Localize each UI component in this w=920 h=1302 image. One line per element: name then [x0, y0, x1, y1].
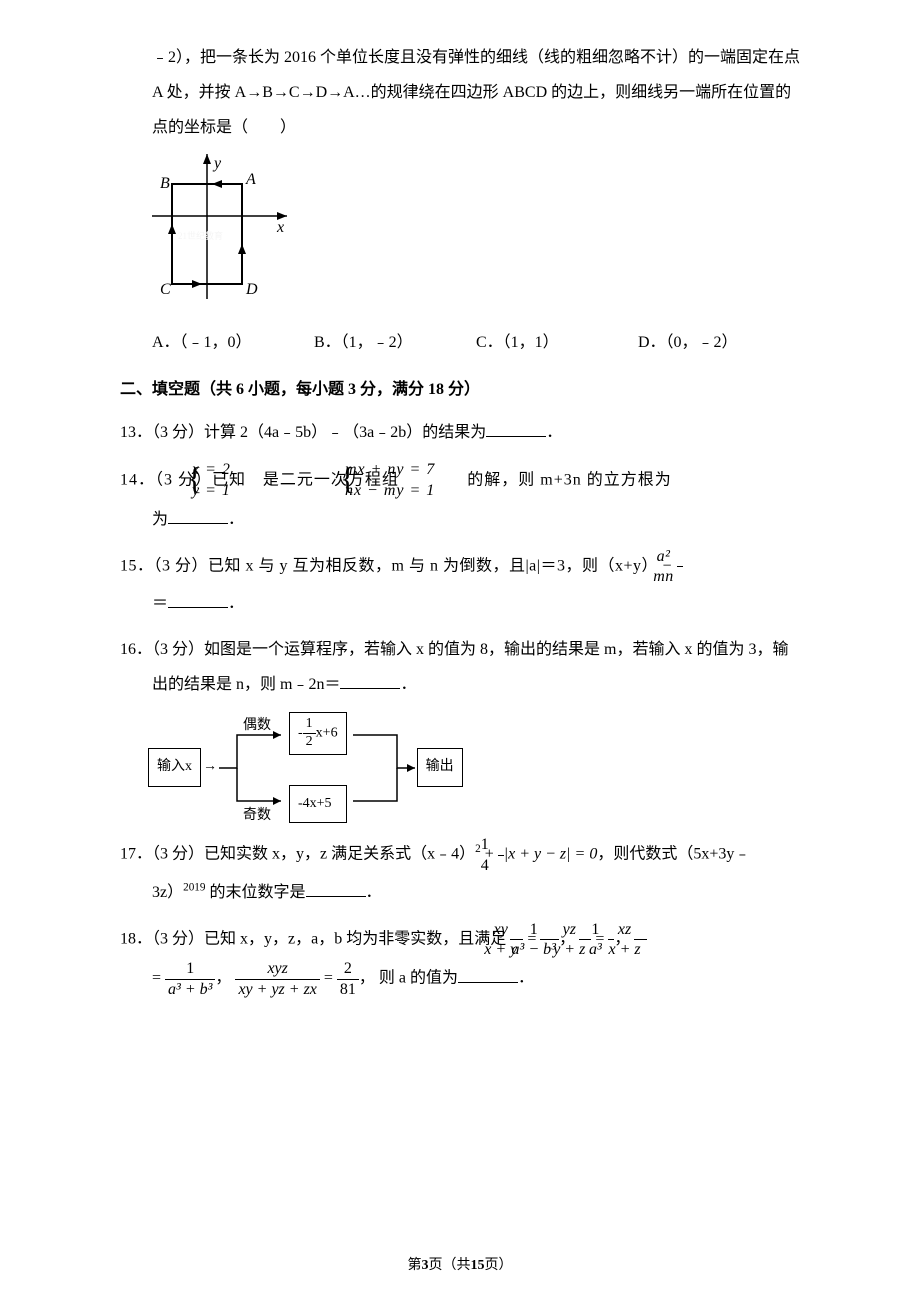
program-diagram: 输入x → 偶数 奇数 -12x+6 -4x+5 输出 — [148, 712, 800, 823]
blank — [306, 881, 366, 897]
branch1-box: -12x+6 — [289, 712, 347, 755]
q15-frac: a² mn — [677, 547, 683, 586]
svg-text:y: y — [212, 155, 222, 172]
f7: xyzxy + yz + zx — [235, 959, 319, 998]
output-box: 输出 — [417, 748, 463, 787]
blank — [458, 967, 518, 983]
q17-tail2-pre: 3z） — [152, 884, 183, 901]
f5: xzx + z — [634, 920, 646, 959]
choice-a: A．（﹣1，0） — [152, 325, 314, 360]
choice-c: C．（1，1） — [476, 325, 638, 360]
problem-18: 18．（3 分）已知 x，y，z，a，b 均为非零实数，且满足 xyx + y … — [120, 920, 800, 999]
svg-text:C: C — [160, 281, 171, 298]
problem-17: 17．（3 分）已知实数 x，y，z 满足关系式（x﹣4）2 + 14|x + … — [120, 835, 800, 910]
q12-choices: A．（﹣1，0） B．（1，﹣2） C．（1，1） D．（0，﹣2） — [120, 325, 800, 360]
choice-d: D．（0，﹣2） — [638, 325, 800, 360]
choice-b: B．（1，﹣2） — [314, 325, 476, 360]
problem-12-continued: ﹣2），把一条长为 2016 个单位长度且没有弹性的细线（线的粗细忽略不计）的一… — [120, 40, 800, 360]
svg-text:21世纪教育: 21世纪教育 — [178, 230, 223, 241]
brace-rhs: mx + ny = 7 nx − my = 1 — [404, 460, 462, 502]
q15-line2: ＝ — [152, 595, 168, 612]
q15-prefix: 15．（3 分）已知 x 与 y 互为相反数，m 与 n 为倒数，且|a|＝3，… — [120, 557, 658, 574]
coord-diagram: y x B A C D 21世纪教育 — [152, 154, 292, 304]
q17-suffix: ． — [366, 884, 382, 901]
blank — [168, 592, 228, 608]
q16-suffix: ． — [400, 676, 416, 693]
f6: 1a³ + b³ — [165, 959, 215, 998]
odd-label: 奇数 — [243, 806, 271, 823]
input-box: 输入x — [148, 748, 201, 787]
figure-q12: y x B A C D 21世纪教育 — [152, 154, 800, 317]
problem-12-text: ﹣2），把一条长为 2016 个单位长度且没有弹性的细线（线的粗细忽略不计）的一… — [120, 40, 800, 146]
problem-13: 13．（3 分）计算 2（4a﹣5b）﹣（3a﹣2b）的结果为 ． — [120, 415, 800, 450]
q12-text: ﹣2），把一条长为 2016 个单位长度且没有弹性的细线（线的粗细忽略不计）的一… — [152, 49, 800, 136]
svg-text:B: B — [160, 175, 170, 192]
page-footer: 第3页（共15页） — [0, 1251, 920, 1282]
fork-svg: 偶数 奇数 — [219, 713, 289, 823]
q18-prefix: 18．（3 分）已知 x，y，z，a，b 均为非零实数，且满足 — [120, 930, 506, 947]
blank — [486, 421, 546, 437]
merge-svg — [347, 713, 417, 823]
problem-14: 14．（3 分）已知 x = 2 y = 1 是二元一次方程组 mx + ny … — [120, 460, 800, 537]
q15-suffix: ． — [228, 595, 244, 612]
q13-text: 13．（3 分）计算 2（4a﹣5b）﹣（3a﹣2b）的结果为 — [120, 424, 486, 441]
q14-tail: 的解，则 m+3n 的立方根为 — [467, 472, 671, 489]
q16-prefix: 16．（3 分）如图是一个运算程序，若输入 x 的值为 8，输出的结果是 m，若… — [120, 641, 788, 693]
q17-tail1: ，则代数式（5x+3y﹣ — [597, 846, 750, 863]
q14-suffix: ． — [228, 511, 244, 528]
q13-suffix: ． — [546, 424, 562, 441]
problem-15: 15．（3 分）已知 x 与 y 互为相反数，m 与 n 为倒数，且|a|＝3，… — [120, 547, 800, 622]
even-label: 偶数 — [243, 717, 271, 733]
f8: 281 — [337, 959, 359, 998]
branch2-box: -4x+5 — [289, 785, 347, 824]
svg-text:x: x — [276, 219, 284, 236]
section-2-header: 二、填空题（共 6 小题，每小题 3 分，满分 18 分） — [120, 372, 800, 407]
branch-boxes: -12x+6 -4x+5 — [289, 712, 347, 823]
q17-prefix: 17．（3 分）已知实数 x，y，z 满足关系式（x﹣4） — [120, 846, 475, 863]
svg-text:D: D — [245, 281, 258, 298]
svg-text:A: A — [245, 171, 256, 188]
blank — [168, 508, 228, 524]
q18-suffix: ． — [518, 970, 534, 987]
problem-16: 16．（3 分）如图是一个运算程序，若输入 x 的值为 8，输出的结果是 m，若… — [120, 632, 800, 824]
blank — [340, 673, 400, 689]
arrow-icon: → — [201, 752, 219, 783]
brace-lhs: x = 2 y = 1 — [251, 460, 258, 502]
